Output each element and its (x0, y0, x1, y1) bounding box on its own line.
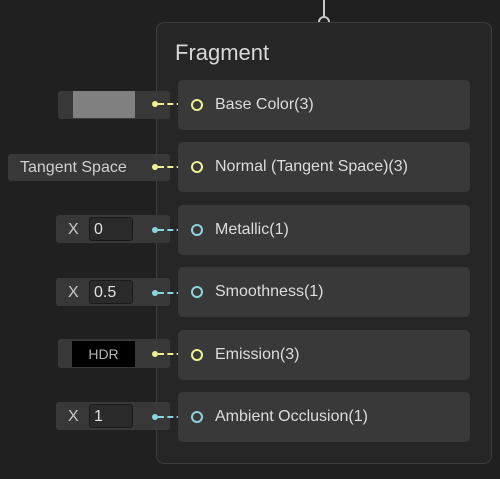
metallic-axis-label: X (68, 221, 79, 238)
normal-port[interactable] (191, 161, 203, 173)
node-title: Fragment (175, 40, 270, 65)
smoothness-axis-label: X (68, 284, 79, 301)
metallic-input[interactable]: 0 (89, 217, 133, 241)
slot-label: Normal (Tangent Space)(3) (215, 158, 408, 175)
slot-label: Smoothness(1) (215, 283, 324, 300)
slot-ambient-occlusion[interactable]: Ambient Occlusion(1) (178, 392, 470, 442)
ambient-occlusion-input[interactable]: 1 (89, 404, 133, 428)
slot-smoothness[interactable]: Smoothness(1) (178, 267, 470, 317)
smoothness-input[interactable]: 0.5 (89, 280, 133, 304)
slot-metallic[interactable]: Metallic(1) (178, 205, 470, 255)
emission-input-dot (152, 351, 158, 357)
slot-label: Ambient Occlusion(1) (215, 408, 368, 425)
smoothness-input-dot (152, 290, 158, 296)
normal-input-dot (152, 164, 158, 170)
slot-base-color[interactable]: Base Color(3) (178, 80, 470, 130)
metallic-input-dot (152, 227, 158, 233)
ambient-occlusion-input-dot (152, 414, 158, 420)
normal-space-label: Tangent Space (20, 159, 127, 176)
emission-wire (158, 353, 192, 355)
top-connector-line (323, 0, 325, 18)
ambient-occlusion-port[interactable] (191, 411, 203, 423)
base-color-wire (158, 103, 192, 105)
normal-space-dropdown[interactable] (8, 154, 170, 181)
slot-label: Metallic(1) (215, 221, 289, 238)
smoothness-wire (158, 292, 192, 294)
base-color-swatch[interactable] (73, 91, 135, 118)
emission-hdr-swatch[interactable]: HDR (72, 341, 135, 367)
slot-emission[interactable]: Emission(3) (178, 330, 470, 380)
metallic-port[interactable] (191, 224, 203, 236)
slot-label: Base Color(3) (215, 96, 314, 113)
smoothness-port[interactable] (191, 286, 203, 298)
ambient-occlusion-wire (158, 416, 192, 418)
ambient-occlusion-axis-label: X (68, 408, 79, 425)
emission-port[interactable] (191, 349, 203, 361)
slot-label: Emission(3) (215, 346, 300, 363)
base-color-input-dot (152, 101, 158, 107)
normal-wire (158, 166, 192, 168)
slot-normal[interactable]: Normal (Tangent Space)(3) (178, 142, 470, 192)
base-color-port[interactable] (191, 99, 203, 111)
metallic-wire (158, 229, 192, 231)
